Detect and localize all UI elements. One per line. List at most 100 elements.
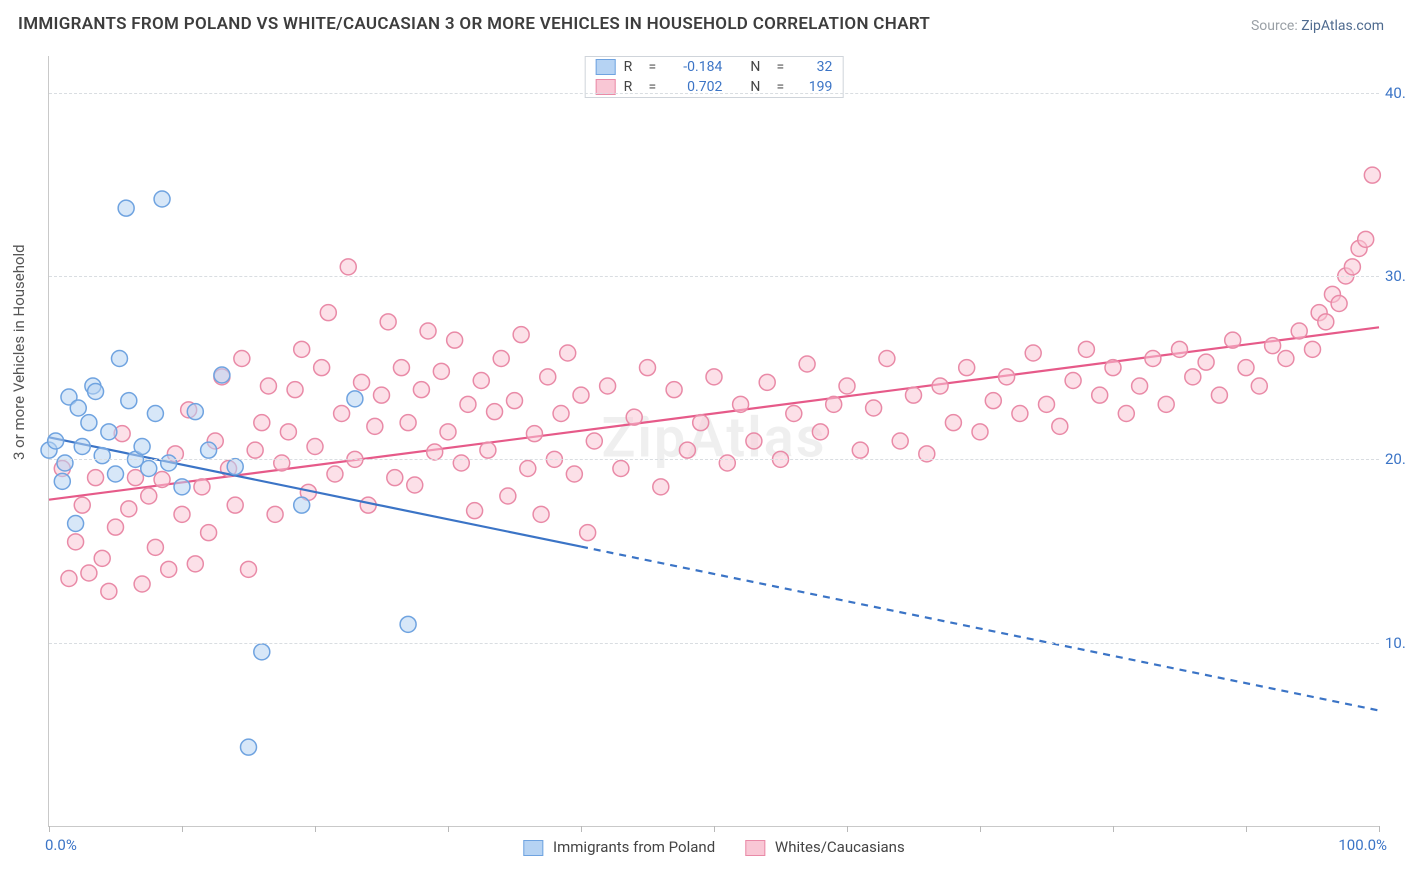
blue-point [174, 479, 190, 495]
pink-point [380, 314, 396, 330]
pink-point [586, 433, 602, 449]
blue-point [70, 400, 86, 416]
pink-point [487, 404, 503, 420]
pink-point [447, 332, 463, 348]
pink-point [147, 539, 163, 555]
blue-point [108, 466, 124, 482]
blue-point [68, 516, 84, 532]
pink-point [553, 406, 569, 422]
pink-point [1172, 341, 1188, 357]
pink-point [260, 378, 276, 394]
gridline-h [49, 459, 1379, 460]
blue-point [400, 616, 416, 632]
pink-point [560, 345, 576, 361]
pink-point [985, 393, 1001, 409]
pink-point [267, 506, 283, 522]
pink-point [706, 369, 722, 385]
pink-point [420, 323, 436, 339]
pink-point [600, 378, 616, 394]
pink-point [334, 406, 350, 422]
pink-point [1211, 387, 1227, 403]
pink-point [241, 561, 257, 577]
pink-point [121, 501, 137, 517]
pink-point [693, 415, 709, 431]
blue-point [74, 439, 90, 455]
pink-point [101, 583, 117, 599]
pink-point [513, 327, 529, 343]
pink-point [467, 503, 483, 519]
pink-point [413, 382, 429, 398]
blue-point [111, 351, 127, 367]
gridline-h [49, 93, 1379, 94]
pink-point [1145, 351, 1161, 367]
pink-point [294, 341, 310, 357]
pink-point [719, 455, 735, 471]
blue-point [254, 644, 270, 660]
pink-point [320, 305, 336, 321]
y-tick-label: 30.0% [1385, 267, 1406, 285]
blue-point [118, 200, 134, 216]
pink-point [327, 466, 343, 482]
pink-point [407, 477, 423, 493]
pink-point [879, 351, 895, 367]
x-tick [315, 826, 316, 832]
blue-point [134, 439, 150, 455]
pink-point [81, 565, 97, 581]
blue-point [48, 433, 64, 449]
pink-point [88, 470, 104, 486]
pink-point [852, 442, 868, 458]
blue-trendline-dashed [581, 547, 1379, 711]
legend-series: Immigrants from Poland Whites/Caucasians [523, 838, 904, 856]
pink-point [1118, 406, 1134, 422]
pink-point [473, 373, 489, 389]
chart-title: IMMIGRANTS FROM POLAND VS WHITE/CAUCASIA… [18, 14, 930, 34]
legend-item-blue: Immigrants from Poland [523, 838, 715, 856]
pink-point [1318, 314, 1334, 330]
pink-point [1092, 387, 1108, 403]
pink-point [640, 360, 656, 376]
legend-item-pink: Whites/Caucasians [745, 838, 905, 856]
pink-point [1265, 338, 1281, 354]
x-tick [847, 826, 848, 832]
pink-point [234, 351, 250, 367]
pink-point [1198, 354, 1214, 370]
pink-point [1344, 259, 1360, 275]
pink-point [400, 415, 416, 431]
pink-point [1132, 378, 1148, 394]
pink-point [507, 393, 523, 409]
pink-point [480, 442, 496, 458]
pink-point [1358, 231, 1374, 247]
x-tick [980, 826, 981, 832]
pink-point [892, 433, 908, 449]
pink-point [94, 550, 110, 566]
pink-point [839, 378, 855, 394]
blue-point [121, 393, 137, 409]
pink-point [526, 426, 542, 442]
pink-point [374, 387, 390, 403]
pink-point [733, 396, 749, 412]
pink-point [520, 461, 536, 477]
pink-point [812, 424, 828, 440]
blue-point [94, 448, 110, 464]
blue-point [187, 404, 203, 420]
pink-point [613, 461, 629, 477]
legend-label-blue: Immigrants from Poland [553, 838, 715, 856]
pink-point [1012, 406, 1028, 422]
pink-point [174, 506, 190, 522]
pink-point [540, 369, 556, 385]
source-name: ZipAtlas.com [1301, 18, 1384, 34]
pink-point [679, 442, 695, 458]
pink-point [1052, 418, 1068, 434]
pink-point [573, 387, 589, 403]
pink-point [340, 259, 356, 275]
pink-point [746, 433, 762, 449]
pink-point [799, 356, 815, 372]
pink-point [433, 363, 449, 379]
pink-point [1364, 167, 1380, 183]
y-tick-label: 40.0% [1385, 84, 1406, 102]
pink-point [666, 382, 682, 398]
blue-point [201, 442, 217, 458]
pink-point [1185, 369, 1201, 385]
x-tick [581, 826, 582, 832]
pink-point [1291, 323, 1307, 339]
